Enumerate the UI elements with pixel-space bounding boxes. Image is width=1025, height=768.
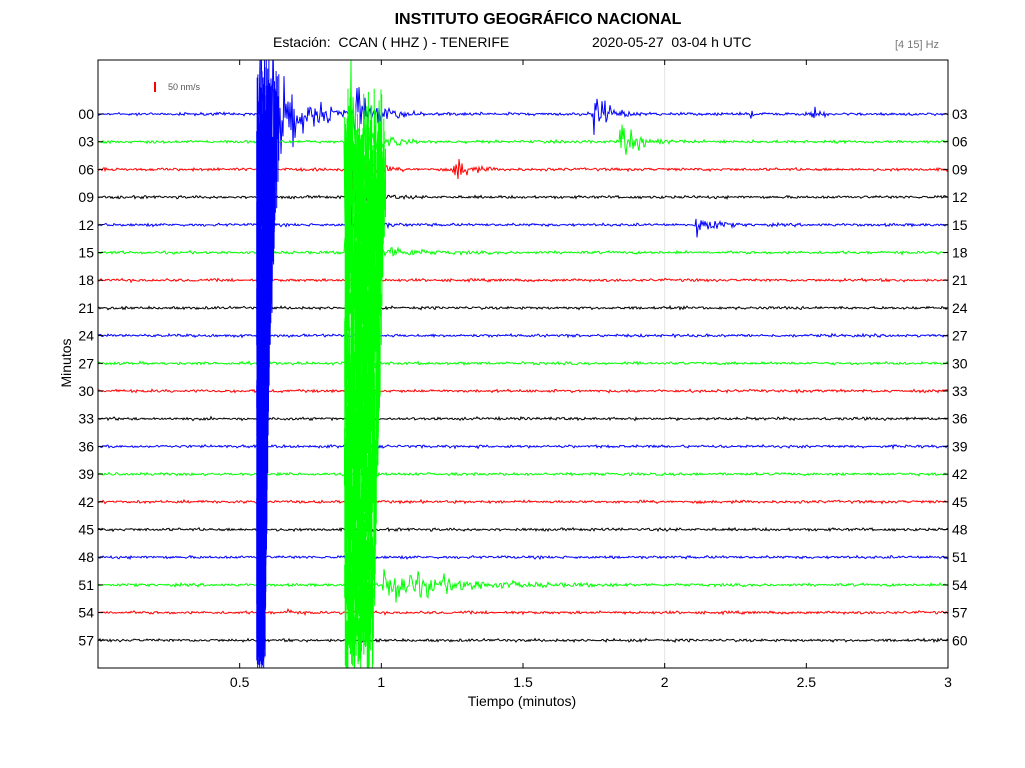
seismic-trace <box>98 554 948 561</box>
seismic-trace <box>98 569 948 603</box>
row-end-label: 57 <box>952 605 968 621</box>
row-end-label: 36 <box>952 411 968 427</box>
seismic-trace <box>98 360 948 366</box>
row-start-label: 30 <box>78 383 94 399</box>
seismic-trace <box>98 235 948 278</box>
row-end-label: 48 <box>952 522 968 538</box>
row-start-label: 03 <box>78 134 94 150</box>
row-end-label: 45 <box>952 494 968 510</box>
row-start-label: 36 <box>78 438 94 454</box>
row-start-label: 57 <box>78 632 94 648</box>
seismic-trace <box>98 304 948 311</box>
seismic-trace <box>98 471 948 478</box>
seismic-trace <box>98 526 948 533</box>
row-end-label: 27 <box>952 328 968 344</box>
row-start-label: 42 <box>78 494 94 510</box>
row-end-label: 30 <box>952 355 968 371</box>
seismic-trace <box>98 607 948 617</box>
row-start-label: 18 <box>78 272 94 288</box>
row-end-label: 54 <box>952 577 968 593</box>
seismic-trace <box>98 60 948 224</box>
overlay-burst <box>256 60 280 668</box>
row-end-label: 21 <box>952 272 968 288</box>
row-start-label: 27 <box>78 355 94 371</box>
row-end-label: 18 <box>952 245 968 261</box>
row-end-label: 15 <box>952 217 968 233</box>
scale-bar-label: 50 nm/s <box>168 82 201 92</box>
row-start-label: 09 <box>78 189 94 205</box>
x-axis-label: Tiempo (minutos) <box>467 693 577 709</box>
seismic-trace <box>98 388 948 394</box>
scale-bar: 50 nm/s <box>154 82 201 92</box>
row-end-label: 09 <box>952 161 968 177</box>
x-tick-label: 0.5 <box>230 674 250 690</box>
filter-label: [4 15] Hz <box>895 39 940 51</box>
x-tick-label: 2 <box>661 674 669 690</box>
x-tick-label: 1 <box>377 674 385 690</box>
seismic-trace <box>98 143 948 236</box>
row-start-label: 33 <box>78 411 94 427</box>
row-end-label: 42 <box>952 466 968 482</box>
x-tick-label: 3 <box>944 674 952 690</box>
row-start-label: 39 <box>78 466 94 482</box>
row-start-label: 48 <box>78 549 94 565</box>
trace-layer <box>98 60 948 668</box>
row-start-label: 51 <box>78 577 94 593</box>
row-end-label: 33 <box>952 383 968 399</box>
seismic-trace <box>98 332 948 339</box>
row-end-label: 24 <box>952 300 968 316</box>
row-start-label: 00 <box>78 106 94 122</box>
row-start-label: 06 <box>78 161 94 177</box>
row-end-label: 03 <box>952 106 968 122</box>
seismic-trace <box>98 498 948 505</box>
station-label: Estación: CCAN ( HHZ ) - TENERIFE <box>273 34 510 50</box>
seismic-trace <box>98 60 948 213</box>
row-start-label: 12 <box>78 217 94 233</box>
seismic-trace <box>98 277 948 284</box>
row-start-label: 15 <box>78 245 94 261</box>
overlay-burst <box>344 88 386 668</box>
row-start-label: 21 <box>78 300 94 316</box>
plot-frame <box>97 59 949 669</box>
row-end-label: 06 <box>952 134 968 150</box>
row-end-label: 12 <box>952 189 968 205</box>
seismic-trace <box>98 443 948 450</box>
row-start-label: 54 <box>78 605 94 621</box>
seismic-trace <box>98 200 948 244</box>
row-start-label: 45 <box>78 522 94 538</box>
seismic-trace <box>98 637 948 644</box>
x-tick-label: 1.5 <box>513 674 533 690</box>
seismic-trace <box>98 106 948 206</box>
row-end-label: 60 <box>952 632 968 648</box>
x-tick-label: 2.5 <box>797 674 817 690</box>
page-title: INSTITUTO GEOGRÁFICO NACIONAL <box>394 11 682 28</box>
row-end-label: 39 <box>952 438 968 454</box>
row-end-label: 51 <box>952 549 968 565</box>
datetime-label: 2020-05-27 03-04 h UTC <box>592 34 752 50</box>
seismic-trace <box>98 415 948 422</box>
row-start-label: 24 <box>78 328 94 344</box>
